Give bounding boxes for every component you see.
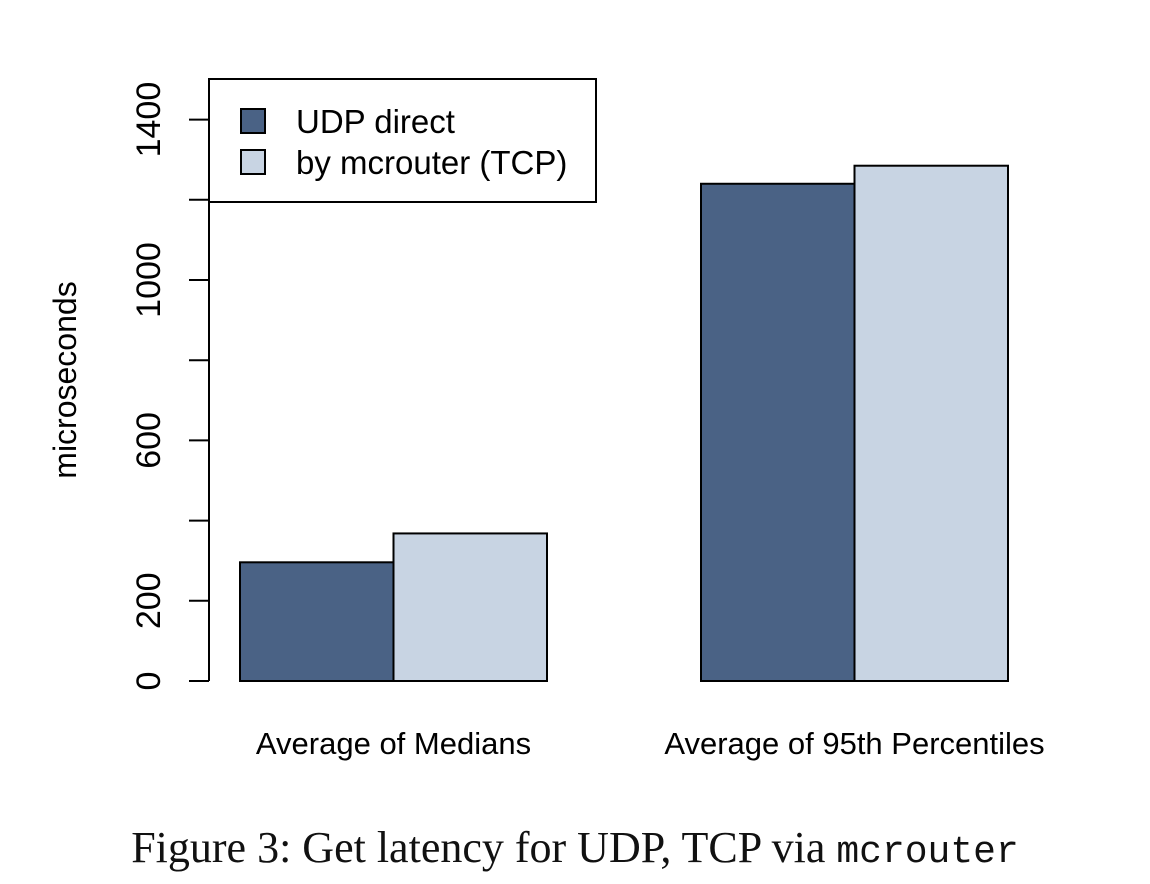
legend-label-udp-direct: UDP direct [296,103,455,140]
bars-group [239,164,1009,683]
legend-label-by-mcrouter: by mcrouter (TCP) [296,144,567,181]
legend-box [208,78,597,203]
legend-swatch-by-mcrouter [240,149,266,175]
x-category-label: Average of 95th Percentiles [664,726,1044,761]
bar [700,182,856,682]
bar [853,164,1009,682]
y-tick-label: 600 [130,412,168,469]
caption-text: Figure 3: Get latency for UDP, TCP via [131,823,837,872]
y-tick-label: 1400 [130,82,168,158]
bar [392,532,548,682]
figure-caption: Figure 3: Get latency for UDP, TCP via m… [0,822,1150,874]
y-tick-label: 1000 [130,242,168,318]
caption-code: mcrouter [836,831,1019,874]
category-labels: Average of Medians Average of 95th Percen… [256,726,1045,761]
bar [239,561,395,683]
y-tick-label: 200 [130,572,168,629]
legend-swatch-udp-direct [240,108,266,134]
y-tick-label: 0 [130,672,168,691]
y-axis-label: microseconds [47,281,83,478]
x-category-label: Average of Medians [256,726,531,761]
bar-chart: 0 200 600 1000 1400 microseconds Average of … [47,78,1045,761]
legend: UDP direct by mcrouter (TCP) [208,78,597,203]
y-axis: 0 200 600 1000 1400 [130,82,210,691]
